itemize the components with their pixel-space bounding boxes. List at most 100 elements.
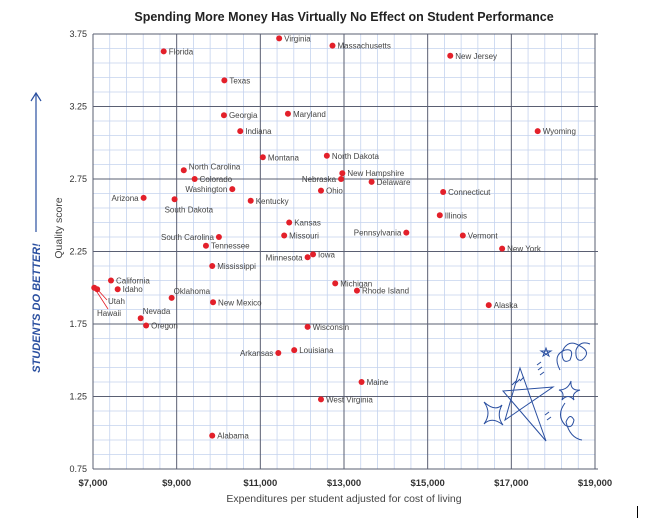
point-label: Rhode Island bbox=[362, 287, 409, 296]
point-marker bbox=[485, 302, 492, 309]
point-label: Washington bbox=[185, 185, 227, 194]
point-label: Delaware bbox=[377, 178, 411, 187]
point-label: Georgia bbox=[229, 111, 258, 120]
side-label: STUDENTS DO BETTER! bbox=[31, 243, 43, 373]
data-point: New Jersey bbox=[447, 52, 497, 61]
x-tick-label: $9,000 bbox=[162, 478, 191, 489]
x-tick-label: $17,000 bbox=[494, 478, 528, 489]
point-label: Maine bbox=[367, 378, 389, 387]
point-marker bbox=[143, 322, 150, 329]
point-label: Maryland bbox=[293, 110, 326, 119]
point-marker bbox=[229, 186, 236, 193]
point-marker bbox=[210, 299, 217, 306]
point-marker bbox=[339, 170, 346, 177]
point-marker bbox=[275, 350, 282, 356]
data-point: Montana bbox=[259, 153, 300, 162]
point-label: California bbox=[116, 277, 150, 286]
point-marker bbox=[304, 323, 311, 330]
point-label: South Dakota bbox=[165, 205, 214, 214]
data-point: Alabama bbox=[209, 432, 249, 441]
data-point: North Dakota bbox=[323, 152, 380, 161]
point-marker bbox=[114, 286, 121, 293]
x-tick-label: $15,000 bbox=[410, 478, 444, 489]
point-label: Nebraska bbox=[302, 175, 337, 184]
point-marker bbox=[137, 315, 144, 322]
point-label: Hawaii bbox=[97, 309, 121, 318]
data-point: North Carolina bbox=[180, 162, 241, 174]
point-marker bbox=[171, 196, 178, 203]
data-point: Ohio bbox=[317, 187, 343, 196]
data-point: Maine bbox=[358, 378, 389, 387]
point-label: Alabama bbox=[217, 432, 249, 441]
point-marker bbox=[247, 197, 254, 204]
y-tick-label: 1.25 bbox=[69, 392, 87, 402]
point-marker bbox=[323, 152, 330, 159]
data-point: New York bbox=[499, 245, 542, 254]
data-point: Idaho bbox=[114, 285, 144, 294]
point-label: Kansas bbox=[294, 219, 321, 228]
x-tick-label: $13,000 bbox=[327, 478, 361, 489]
data-point: Delaware bbox=[368, 178, 411, 187]
point-label: Montana bbox=[268, 153, 300, 162]
point-label: Virginia bbox=[284, 34, 311, 43]
point-label: Idaho bbox=[123, 285, 144, 294]
point-label: Pennsylvania bbox=[354, 229, 402, 238]
point-label: Wyoming bbox=[543, 127, 576, 136]
data-point: California bbox=[107, 277, 150, 286]
point-marker bbox=[353, 287, 360, 294]
point-label: Wisconsin bbox=[313, 323, 349, 332]
point-marker bbox=[499, 245, 506, 252]
y-tick-label: 3.25 bbox=[69, 102, 87, 112]
data-point: Nebraska bbox=[302, 175, 345, 184]
data-point: Tennessee bbox=[202, 242, 250, 251]
point-marker bbox=[160, 48, 167, 55]
point-label: Utah bbox=[108, 297, 125, 306]
point-label: Missouri bbox=[289, 232, 319, 241]
point-marker bbox=[209, 432, 216, 439]
data-point: South Dakota bbox=[165, 196, 214, 214]
point-label: Kentucky bbox=[256, 197, 289, 206]
point-marker bbox=[534, 128, 541, 135]
data-points: Virginia Massachusetts Florida New Jersey Te… bbox=[91, 34, 576, 441]
data-point: Connecticut bbox=[440, 188, 491, 197]
leader-line bbox=[93, 287, 109, 310]
point-label: Ohio bbox=[326, 187, 343, 196]
point-marker bbox=[237, 128, 244, 135]
point-marker bbox=[403, 229, 410, 236]
y-tick-label: 3.75 bbox=[69, 29, 87, 39]
data-point: Florida bbox=[160, 47, 194, 56]
point-label: West Virginia bbox=[326, 395, 373, 404]
point-marker bbox=[436, 212, 443, 219]
data-point: New Hampshire bbox=[339, 169, 405, 178]
point-marker bbox=[332, 280, 339, 287]
point-marker bbox=[202, 242, 209, 249]
point-label: Iowa bbox=[318, 250, 335, 259]
point-marker bbox=[107, 277, 114, 284]
point-label: Texas bbox=[229, 76, 250, 85]
data-point: Virginia bbox=[276, 34, 311, 43]
data-point: Iowa bbox=[310, 250, 335, 259]
point-marker bbox=[191, 176, 198, 182]
y-tick-label: 0.75 bbox=[69, 464, 87, 474]
point-label: Vermont bbox=[468, 232, 499, 241]
point-label: Arkansas bbox=[240, 349, 273, 358]
point-marker bbox=[140, 194, 147, 201]
point-label: Minnesota bbox=[266, 253, 303, 262]
y-axis-label: Quality score bbox=[53, 197, 65, 258]
point-label: Mississippi bbox=[217, 262, 256, 271]
data-point: Arkansas bbox=[240, 349, 282, 358]
point-label: New Hampshire bbox=[347, 169, 404, 178]
point-marker bbox=[440, 189, 447, 196]
data-point: Georgia bbox=[220, 111, 258, 120]
data-point: Mississippi bbox=[209, 262, 256, 271]
data-point: Hawaii bbox=[91, 284, 121, 318]
point-label: Florida bbox=[169, 47, 194, 56]
point-label: Connecticut bbox=[448, 188, 491, 197]
point-label: Alaska bbox=[494, 301, 519, 310]
point-label: North Dakota bbox=[332, 152, 380, 161]
y-tick-label: 2.75 bbox=[69, 174, 87, 184]
point-marker bbox=[168, 294, 175, 301]
point-marker bbox=[276, 35, 283, 42]
point-marker bbox=[281, 232, 288, 239]
point-label: New Mexico bbox=[218, 298, 262, 307]
